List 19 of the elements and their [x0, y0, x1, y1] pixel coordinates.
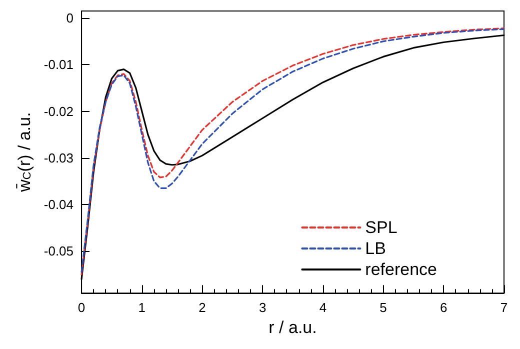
x-tick-label: 5 [380, 300, 387, 316]
y-tick-label: -0.04 [44, 197, 74, 212]
y-tick-label: -0.03 [44, 150, 74, 166]
x-tick-label: 6 [440, 300, 448, 316]
y-tick-label: -0.05 [44, 244, 74, 259]
x-tick-label: 1 [138, 300, 146, 316]
x-tick-label: 0 [78, 300, 86, 316]
y-tick-label: 0 [66, 10, 74, 26]
legend-label: SPL [365, 218, 398, 237]
y-tick-label: -0.02 [44, 104, 74, 119]
x-tick-label: 2 [198, 300, 206, 316]
x-tick-label: 4 [319, 300, 327, 316]
legend-label: LB [365, 239, 386, 258]
y-axis-title: w̄C(r) / a.u. [15, 112, 34, 193]
y-tick-label: -0.01 [44, 57, 74, 72]
x-tick-label: 3 [258, 300, 266, 316]
x-tick-label: 7 [500, 300, 508, 316]
x-axis-title: r / a.u. [268, 318, 317, 337]
legend-label: reference [365, 260, 438, 279]
